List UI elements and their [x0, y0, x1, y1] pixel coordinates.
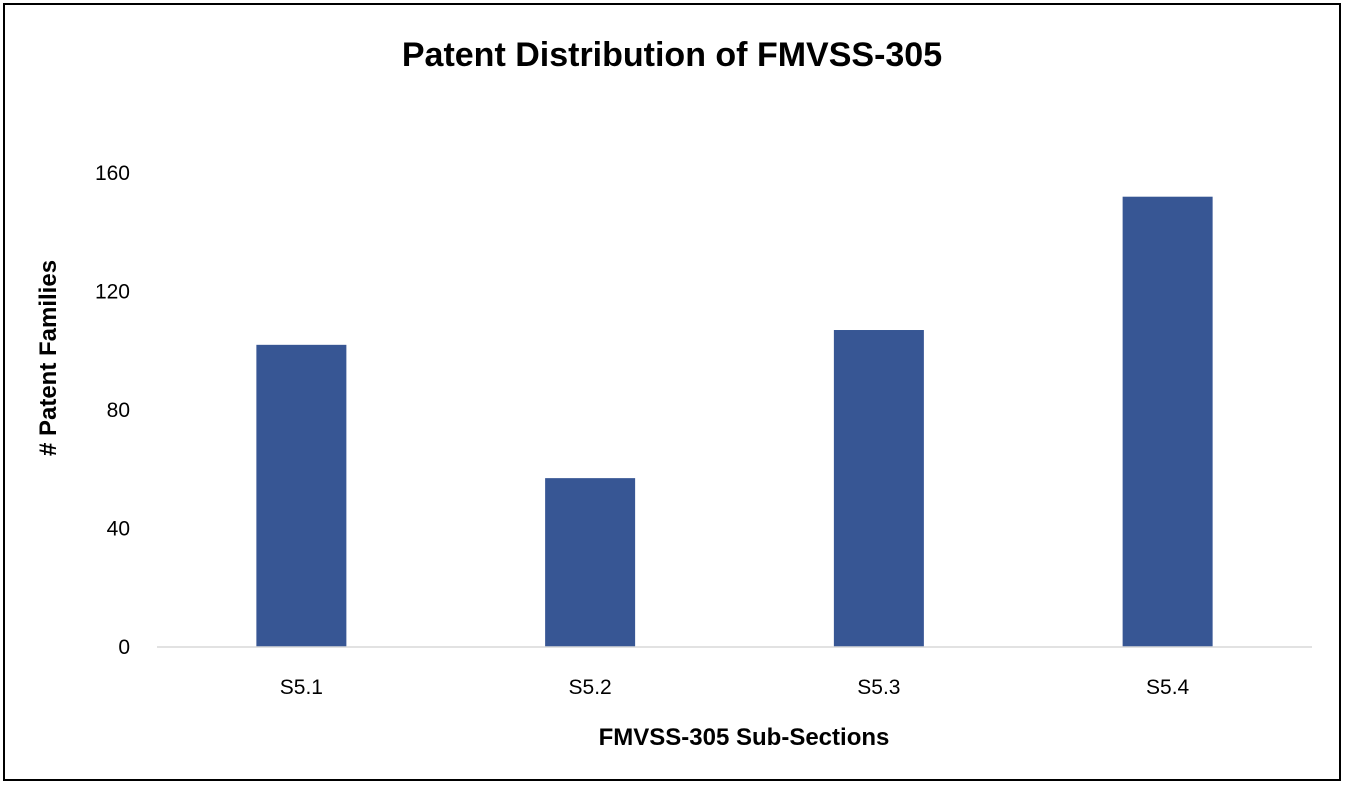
x-tick-label: S5.2 — [569, 676, 612, 699]
x-axis-label: FMVSS-305 Sub-Sections — [599, 724, 890, 751]
chart-title: Patent Distribution of FMVSS-305 — [402, 36, 942, 74]
y-axis-label: # Patent Families — [35, 260, 62, 456]
x-tick-label: S5.1 — [280, 676, 323, 699]
x-tick-label: S5.4 — [1146, 676, 1190, 699]
y-axis-ticks: 0 40 80 120 160 — [95, 162, 130, 659]
x-tick-label: S5.3 — [857, 676, 900, 699]
bar-s5-1 — [256, 344, 347, 647]
chart-frame — [3, 3, 1341, 781]
x-axis-ticks: S5.1 S5.2 S5.3 S5.4 — [280, 676, 1190, 699]
bar-s5-4 — [1122, 196, 1213, 647]
y-tick-label: 0 — [118, 636, 130, 659]
bar-s5-2 — [545, 478, 636, 647]
bar-s5-3 — [833, 330, 924, 647]
y-tick-label: 160 — [95, 162, 130, 185]
y-tick-label: 80 — [107, 399, 130, 422]
y-tick-label: 120 — [95, 281, 130, 304]
bars — [256, 196, 1213, 647]
y-tick-label: 40 — [107, 518, 130, 541]
